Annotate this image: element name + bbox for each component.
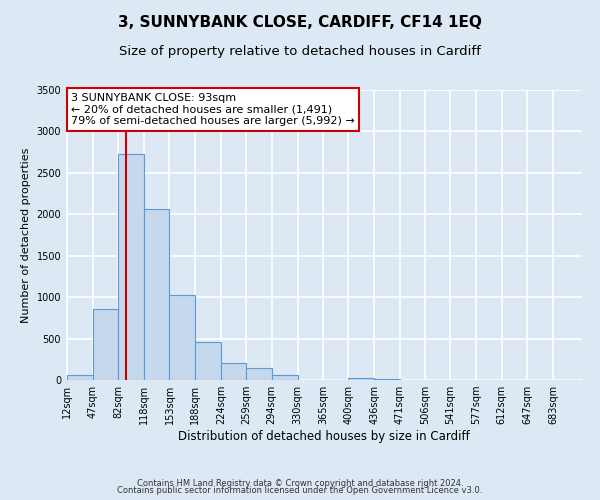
Bar: [67, 376, 93, 380]
Bar: [195, 342, 221, 380]
Bar: [221, 362, 246, 380]
Bar: [93, 308, 118, 380]
Text: Size of property relative to detached houses in Cardiff: Size of property relative to detached ho…: [119, 45, 481, 58]
Text: 3 SUNNYBANK CLOSE: 93sqm
← 20% of detached houses are smaller (1,491)
79% of sem: 3 SUNNYBANK CLOSE: 93sqm ← 20% of detach…: [71, 93, 355, 126]
Bar: [272, 376, 298, 380]
Y-axis label: Number of detached properties: Number of detached properties: [21, 148, 31, 322]
Text: Contains public sector information licensed under the Open Government Licence v3: Contains public sector information licen…: [118, 486, 482, 495]
Bar: [169, 296, 195, 380]
X-axis label: Distribution of detached houses by size in Cardiff: Distribution of detached houses by size …: [178, 430, 470, 443]
Bar: [144, 210, 169, 380]
Bar: [348, 378, 374, 380]
Text: 3, SUNNYBANK CLOSE, CARDIFF, CF14 1EQ: 3, SUNNYBANK CLOSE, CARDIFF, CF14 1EQ: [118, 15, 482, 30]
Text: Contains HM Land Registry data © Crown copyright and database right 2024.: Contains HM Land Registry data © Crown c…: [137, 478, 463, 488]
Bar: [374, 379, 400, 380]
Bar: [118, 154, 144, 380]
Bar: [246, 368, 272, 380]
